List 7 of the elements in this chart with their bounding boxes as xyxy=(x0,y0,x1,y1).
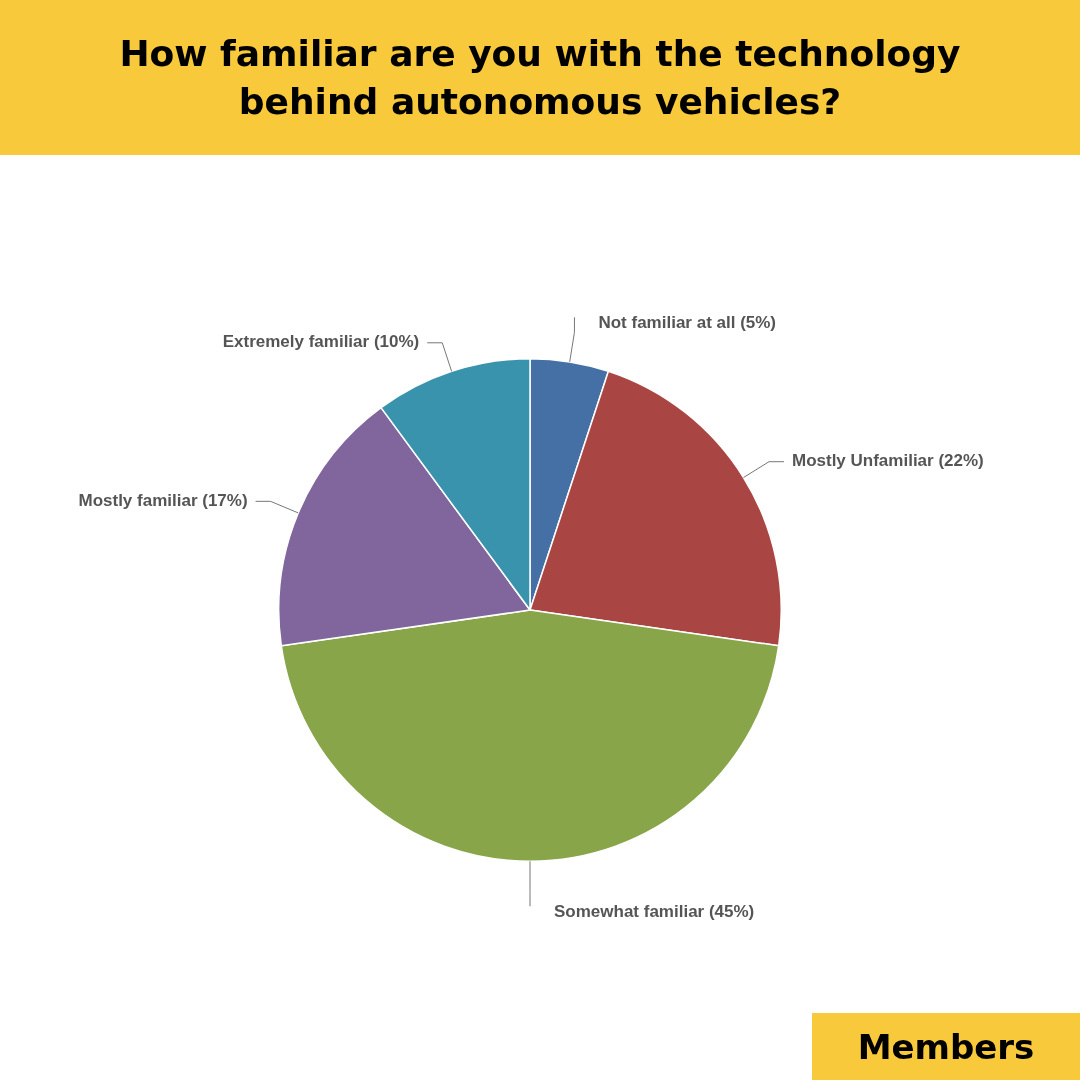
slice-label: Extremely familiar (10%) xyxy=(222,332,420,352)
text: Members xyxy=(812,1013,1080,1080)
slice-label: Mostly familiar (17%) xyxy=(78,491,248,511)
slice-label: Not familiar at all (5%) xyxy=(598,312,777,332)
slice-label: Somewhat familiar (45%) xyxy=(554,901,755,921)
slice-label: Mostly Unfamiliar (22%) xyxy=(791,451,984,471)
chart-title: How familiar are you with the technology behind autonomous vehicles? xyxy=(118,31,962,124)
